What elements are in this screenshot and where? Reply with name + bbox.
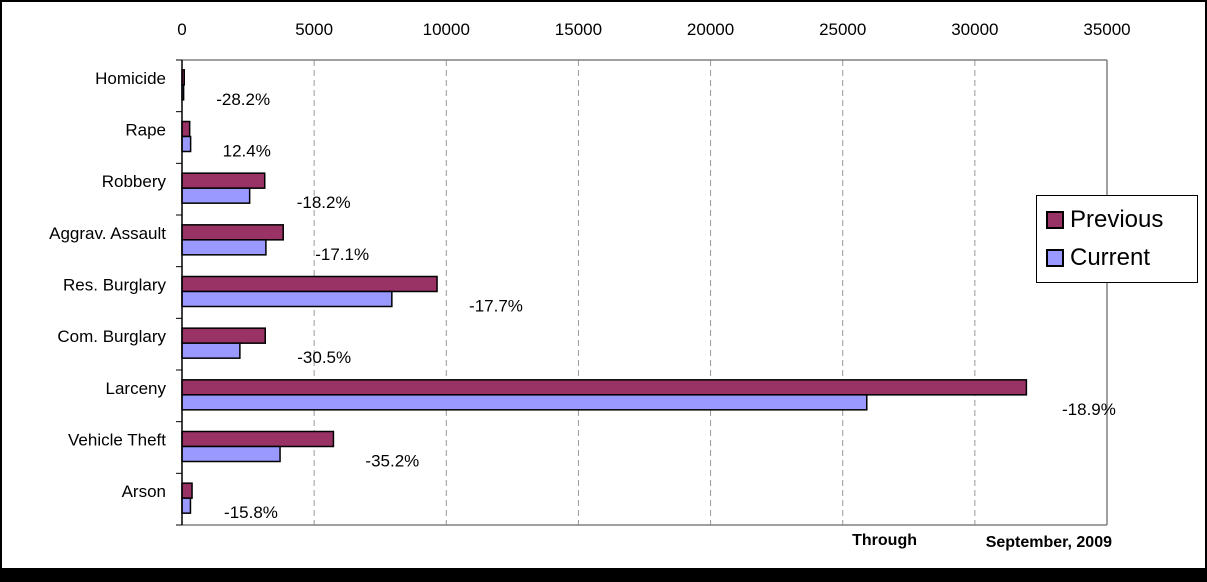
percent-label-aggrav-assault: -17.1%: [315, 245, 369, 264]
bar-previous-com-burglary: [181, 327, 266, 344]
bar-previous-larceny: [181, 379, 1028, 396]
x-tick-label-5000: 5000: [295, 20, 333, 39]
percent-label-res-burglary: -17.7%: [469, 297, 523, 316]
legend-swatch-current: [1046, 249, 1064, 267]
bars: [181, 69, 1028, 514]
bar-current-aggrav-assault: [181, 239, 267, 256]
bottom-border-bar: [0, 568, 1207, 582]
axes: [176, 59, 1108, 526]
x-tick-labels: 0 5000 10000 15000 20000 25000 30000 35000: [177, 20, 1130, 39]
legend: Previous Current: [1036, 195, 1198, 283]
bar-current-larceny: [181, 394, 868, 411]
bar-current-com-burglary: [181, 342, 241, 359]
x-tick-label-25000: 25000: [819, 20, 866, 39]
x-tick-label-30000: 30000: [951, 20, 998, 39]
category-label-larceny: Larceny: [106, 379, 167, 398]
x-tick-label-35000: 35000: [1083, 20, 1130, 39]
category-label-res-burglary: Res. Burglary: [63, 276, 166, 295]
percent-label-robbery: -18.2%: [297, 193, 351, 212]
bar-previous-res-burglary: [181, 275, 438, 293]
percent-label-homicide: -28.2%: [216, 90, 270, 109]
bar-previous-arson: [181, 482, 193, 499]
category-label-robbery: Robbery: [102, 172, 167, 191]
bar-chart: 0 5000 10000 15000 20000 25000 30000 35000 Homi…: [49, 20, 1131, 551]
legend-item-previous: Previous: [1046, 205, 1163, 235]
bar-current-res-burglary: [181, 290, 393, 308]
category-label-arson: Arson: [122, 482, 166, 501]
bar-previous-robbery: [181, 172, 266, 189]
footnote-through: Through: [852, 532, 917, 549]
bar-previous-vehicle-theft: [181, 430, 335, 448]
bar-current-rape: [181, 135, 192, 153]
footnote-date: September, 2009: [986, 534, 1112, 551]
legend-label-current: Current: [1070, 244, 1151, 271]
bar-current-arson: [181, 497, 192, 514]
percent-label-vehicle-theft: -35.2%: [365, 452, 419, 471]
percent-label-com-burglary: -30.5%: [297, 348, 351, 367]
bar-current-vehicle-theft: [181, 445, 281, 463]
legend-item-current: Current: [1046, 243, 1150, 273]
category-label-com-burglary: Com. Burglary: [57, 327, 166, 346]
category-labels: Homicide Rape Robbery Aggrav. Assault Res. B…: [49, 69, 166, 501]
legend-swatch-previous: [1046, 211, 1064, 229]
bar-previous-aggrav-assault: [181, 224, 284, 241]
x-tick-label-0: 0: [177, 20, 186, 39]
percent-label-larceny: -18.9%: [1062, 400, 1116, 419]
x-tick-label-15000: 15000: [555, 20, 602, 39]
bar-current-robbery: [181, 187, 251, 204]
category-label-homicide: Homicide: [95, 69, 166, 88]
bar-previous-rape: [181, 120, 191, 138]
category-label-aggrav-assault: Aggrav. Assault: [49, 224, 166, 243]
legend-label-previous: Previous: [1070, 206, 1164, 233]
percent-change-labels: -28.2% 12.4% -18.2% -17.1% -17.7% -30.5% -18.9…: [216, 90, 1116, 522]
category-label-vehicle-theft: Vehicle Theft: [68, 431, 166, 450]
percent-label-arson: -15.8%: [224, 503, 278, 522]
x-tick-label-10000: 10000: [423, 20, 470, 39]
x-tick-label-20000: 20000: [687, 20, 734, 39]
category-label-rape: Rape: [125, 121, 166, 140]
percent-label-rape: 12.4%: [223, 142, 271, 161]
